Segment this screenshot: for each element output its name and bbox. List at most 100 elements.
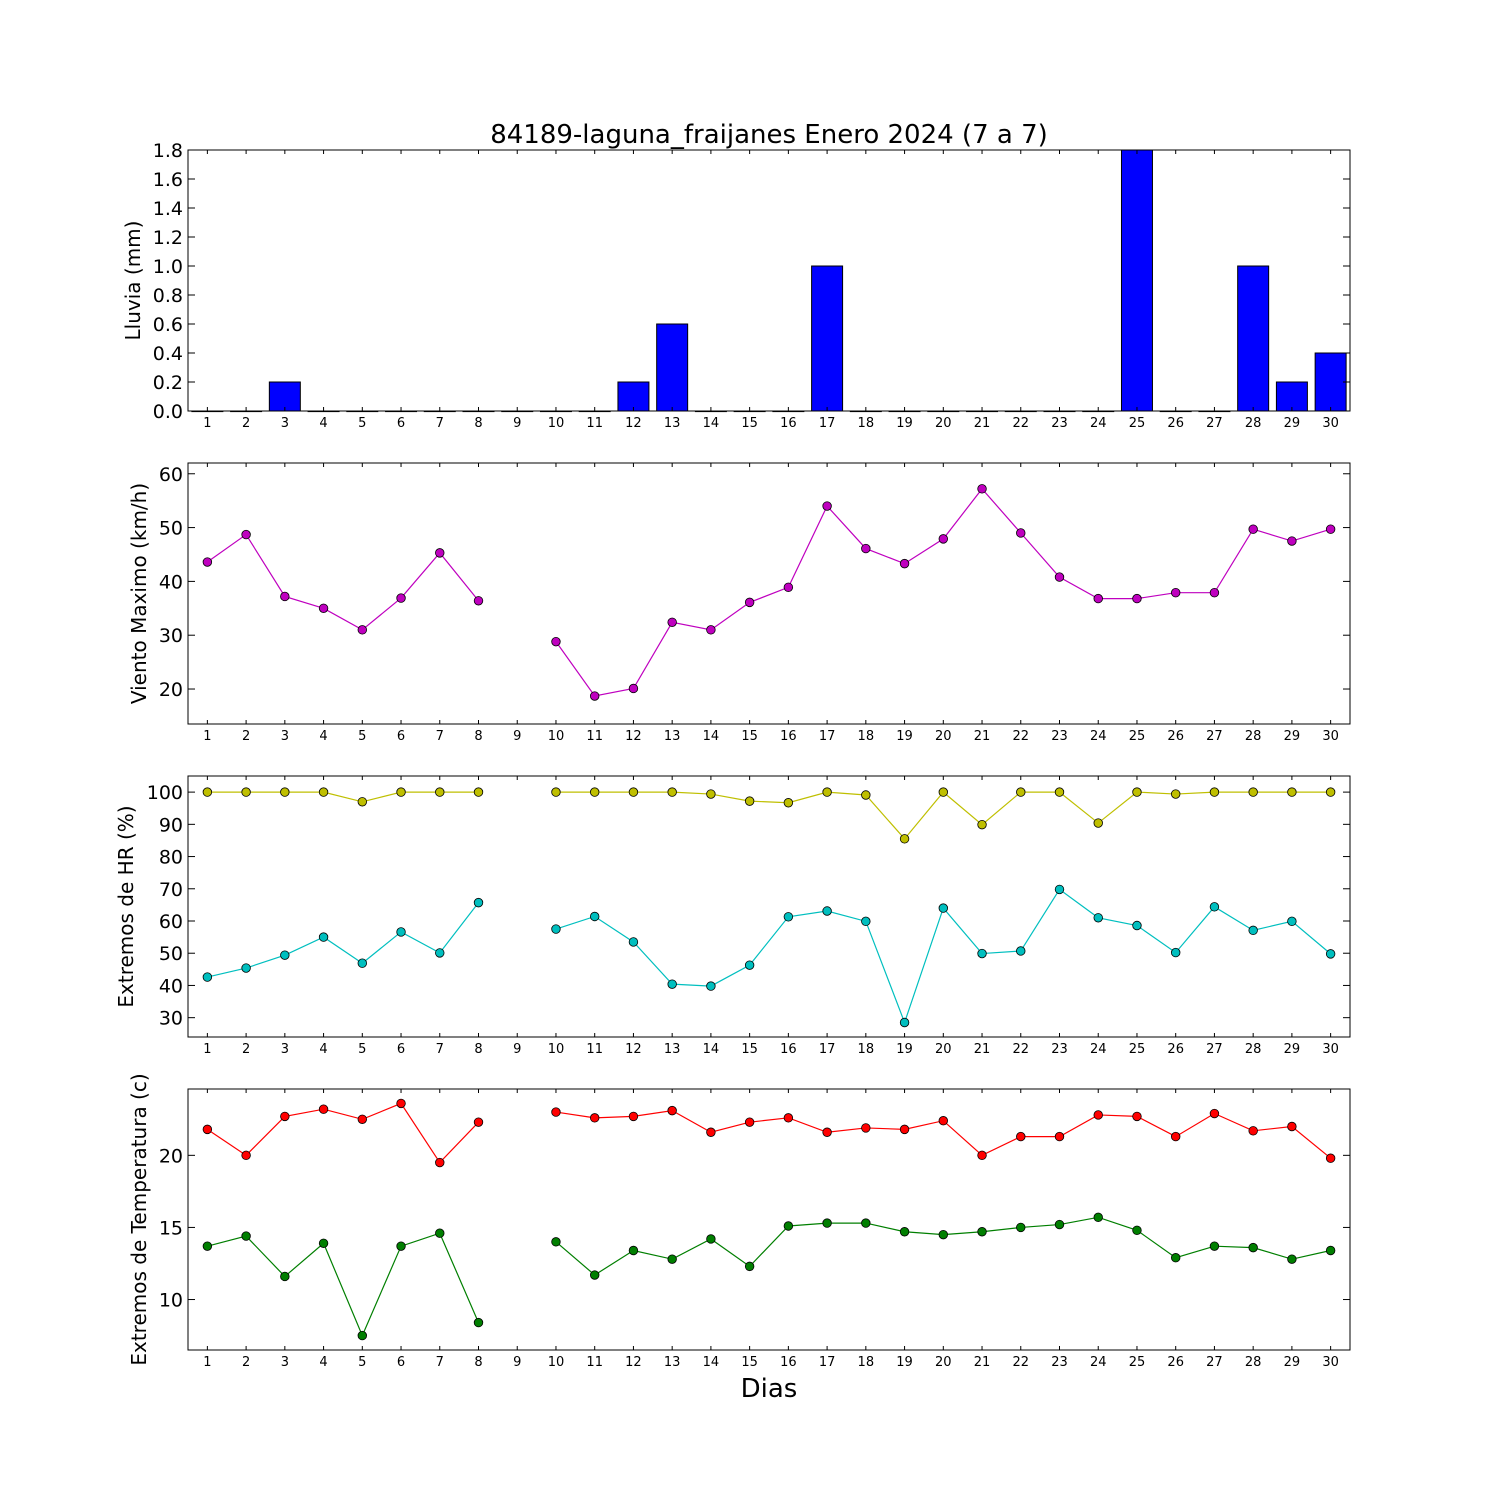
x-tick-label: 5 <box>358 1042 366 1057</box>
x-tick-label: 17 <box>819 1042 836 1057</box>
x-tick-label: 20 <box>935 1042 952 1057</box>
point-s2-day-29 <box>1287 916 1297 927</box>
panel-2: 1 2 3 4 5 6 7 8 9 10 11 12 13 14 15 16 17 18 19 20 21 22 23 24 2… <box>127 462 1351 744</box>
x-tick-label: 25 <box>1129 1042 1146 1057</box>
x-tick-label: 19 <box>896 729 913 744</box>
x-tick-label: 20 <box>935 729 952 744</box>
x-tick-label: 18 <box>858 416 875 431</box>
point-s1-day-29 <box>1287 1121 1297 1132</box>
x-tick-label: 3 <box>281 416 289 431</box>
y-tick-label: 0.6 <box>153 314 183 336</box>
point-s1-day-5 <box>357 1114 368 1124</box>
x-tick-label: 23 <box>1051 729 1068 744</box>
point-s1-day-15 <box>744 597 755 608</box>
x-tick-label: 7 <box>436 1042 444 1057</box>
x-tick-label: 28 <box>1245 1355 1262 1370</box>
x-tick-label: 18 <box>858 729 875 744</box>
x-tick-label: 9 <box>513 1355 521 1370</box>
point-s2-day-21 <box>977 1227 987 1237</box>
x-tick-label: 10 <box>548 729 565 744</box>
x-tick-label: 2 <box>242 416 250 431</box>
point-s1-day-30 <box>1325 787 1336 797</box>
point-s1-day-1 <box>202 557 213 567</box>
x-tick-label: 17 <box>819 1355 836 1370</box>
axes-frame <box>187 149 1351 412</box>
y-axis-label: Extremos de HR (%) <box>114 805 138 1007</box>
x-tick-label: 13 <box>664 1355 681 1370</box>
axes-frame <box>187 1088 1351 1351</box>
point-s1-day-13 <box>667 617 677 627</box>
point-s1-day-26 <box>1170 789 1181 799</box>
point-s2-day-22 <box>1016 1222 1026 1233</box>
point-s2-day-15 <box>744 960 755 970</box>
point-s1-day-23 <box>1054 787 1065 797</box>
x-tick-label: 19 <box>896 1355 913 1370</box>
bar-day-30 <box>1314 352 1347 412</box>
panel-1: 1 2 3 4 5 6 7 8 9 10 11 12 13 14 15 16 17 18 19 20 21 22 23 24 2… <box>121 140 1351 431</box>
x-tick-label: 16 <box>780 1042 797 1057</box>
point-s2-day-8 <box>473 897 484 908</box>
x-tick-label: 23 <box>1051 1042 1068 1057</box>
point-s1-day-18 <box>861 1123 871 1133</box>
x-tick-label: 8 <box>474 1042 482 1057</box>
y-tick-label: 1.0 <box>153 256 183 278</box>
y-tick-label: 100 <box>147 782 183 804</box>
x-tick-label: 26 <box>1167 1355 1184 1370</box>
point-s2-day-29 <box>1287 1254 1297 1264</box>
point-s1-day-8 <box>473 787 484 797</box>
point-s1-day-16 <box>783 582 794 593</box>
point-s1-day-5 <box>357 797 368 807</box>
x-tick-label: 24 <box>1090 1355 1107 1370</box>
x-tick-label: 12 <box>625 1355 642 1370</box>
y-tick-label: 40 <box>159 975 183 997</box>
point-s2-day-20 <box>938 1229 949 1240</box>
x-tick-label: 17 <box>819 729 836 744</box>
x-tick-label: 2 <box>242 1042 250 1057</box>
y-tick-label: 80 <box>159 847 183 869</box>
point-s1-day-24 <box>1093 818 1103 828</box>
x-tick-label: 8 <box>474 416 482 431</box>
x-tick-label: 21 <box>974 729 991 744</box>
y-tick-label: 1.6 <box>153 169 183 191</box>
x-tick-label: 8 <box>474 729 482 744</box>
point-s1-day-28 <box>1248 524 1258 534</box>
y-axis-label: Lluvia (mm) <box>121 221 145 341</box>
point-s1-day-19 <box>899 558 910 569</box>
x-tick-label: 6 <box>397 1042 405 1057</box>
x-tick-label: 19 <box>896 416 913 431</box>
panel-4: 1 2 3 4 5 6 7 8 9 10 11 12 13 14 15 16 17 18 19 20 21 22 23 24 2… <box>127 1073 1351 1370</box>
y-tick-label: 0.4 <box>153 343 183 365</box>
x-tick-label: 6 <box>397 416 405 431</box>
x-tick-label: 4 <box>319 729 327 744</box>
point-s1-day-16 <box>783 1113 794 1123</box>
x-tick-label: 9 <box>513 416 521 431</box>
x-tick-label: 11 <box>586 416 603 431</box>
point-s2-day-28 <box>1248 1242 1258 1253</box>
point-s2-day-26 <box>1170 1253 1181 1263</box>
point-s2-day-21 <box>977 948 987 959</box>
point-s1-day-20 <box>938 1116 949 1126</box>
x-tick-label: 10 <box>548 1042 565 1057</box>
x-tick-label: 13 <box>664 1042 681 1057</box>
point-s1-day-10 <box>551 787 561 797</box>
x-tick-label: 30 <box>1322 1355 1339 1370</box>
y-tick-label: 20 <box>159 679 183 701</box>
series-line-1 <box>207 1102 1332 1164</box>
x-tick-label: 29 <box>1284 1355 1301 1370</box>
point-s2-day-24 <box>1093 1212 1103 1223</box>
x-tick-label: 16 <box>780 416 797 431</box>
x-tick-label: 5 <box>358 416 366 431</box>
y-tick-label: 50 <box>159 518 183 540</box>
point-s1-day-6 <box>396 593 406 603</box>
point-s2-day-11 <box>590 911 600 922</box>
x-tick-label: 21 <box>974 1355 991 1370</box>
x-tick-label: 14 <box>703 1042 720 1057</box>
x-tick-label: 4 <box>319 1355 327 1370</box>
x-tick-label: 27 <box>1206 416 1223 431</box>
x-tick-label: 8 <box>474 1355 482 1370</box>
x-tick-label: 29 <box>1284 1042 1301 1057</box>
x-tick-label: 13 <box>664 729 681 744</box>
point-s2-day-8 <box>473 1317 484 1328</box>
point-s1-day-2 <box>241 529 251 540</box>
x-tick-label: 12 <box>625 416 642 431</box>
